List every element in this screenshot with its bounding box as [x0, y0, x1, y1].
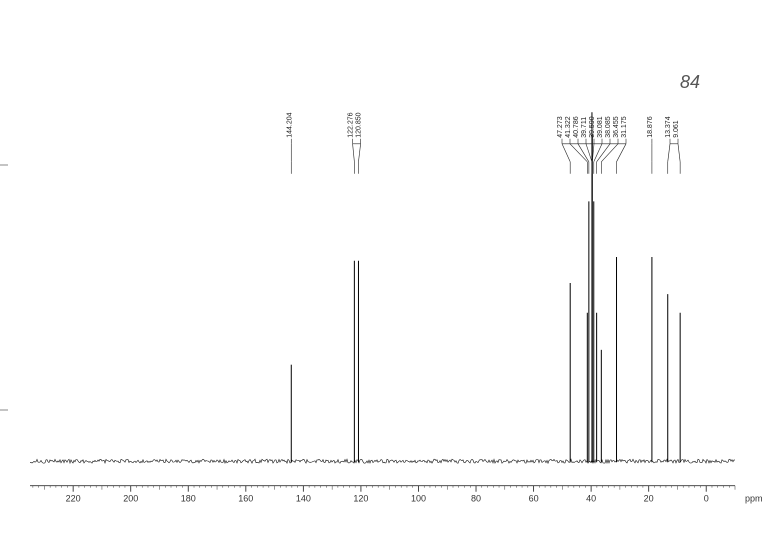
axis-tick-label: 160 [238, 494, 253, 504]
peak-label-connector [570, 144, 587, 162]
peak-label: 120.850 [356, 112, 363, 137]
nmr-spectrum-plot: 220200180160140120100806040200ppm144.204… [0, 0, 770, 559]
peak-label: 122.276 [348, 112, 355, 137]
axis-tick-label: 100 [411, 494, 426, 504]
peak-label-connector [678, 144, 680, 162]
peak-label: 144.204 [286, 112, 293, 137]
peak-label-connector [597, 144, 610, 162]
axis-tick-label: 20 [644, 494, 654, 504]
baseline-noise [30, 459, 735, 463]
axis-tick-label: 120 [353, 494, 368, 504]
peak-label: 38.085 [605, 116, 612, 138]
peak-label-connector [617, 144, 626, 162]
axis-tick-label: 60 [529, 494, 539, 504]
peak-label: 47.273 [557, 116, 564, 138]
axis-tick-label: 40 [586, 494, 596, 504]
peak-label: 39.590 [589, 116, 596, 138]
peak-label-connector [562, 144, 570, 162]
peak-label-connector [353, 144, 355, 162]
peak-label: 39.081 [597, 116, 604, 138]
axis-unit-label: ppm [745, 494, 763, 504]
axis-tick-label: 180 [181, 494, 196, 504]
axis-tick-label: 0 [704, 494, 709, 504]
axis-tick-label: 200 [123, 494, 138, 504]
peak-label: 36.455 [613, 116, 620, 138]
peak-label-connector [668, 144, 670, 162]
axis-tick-label: 80 [471, 494, 481, 504]
peak-label: 31.175 [621, 116, 628, 138]
peak-label: 41.322 [565, 116, 572, 138]
peak-label: 39.711 [581, 117, 588, 138]
peak-label: 40.786 [573, 116, 580, 138]
peak-label: 18.876 [647, 116, 654, 138]
peak-label: 13.374 [665, 116, 672, 138]
peak-label-connector [594, 144, 602, 162]
axis-tick-label: 220 [66, 494, 81, 504]
peak-label-connector [578, 144, 589, 162]
peak-label-connector [358, 144, 360, 162]
peak-label-connector [601, 144, 618, 162]
peak-label: 9.061 [673, 120, 680, 138]
axis-tick-label: 140 [296, 494, 311, 504]
